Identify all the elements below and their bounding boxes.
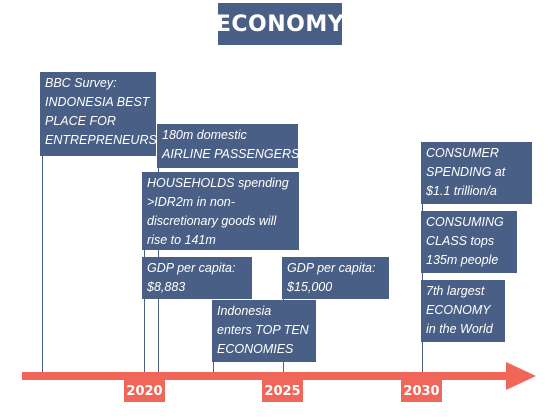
event-consumer-spending: CONSUMER SPENDING at $1.1 trillion/a [421,142,532,204]
event-airline-passengers: 180m domestic AIRLINE PASSENGERS [157,124,300,168]
event-bbc-survey: BBC Survey: INDONESIA BEST PLACE FOR ENT… [40,72,157,156]
year-label-2020: 2020 [124,380,165,402]
event-line: $15,000 [287,280,333,294]
event-line: BBC Survey: [45,76,117,90]
event-line: discretionary goods will [147,214,277,228]
event-line: PLACE FOR [45,114,116,128]
page-title: ECONOMY [216,3,344,45]
event-line: CLASS tops [426,234,495,248]
event-line: GDP per capita: [147,261,236,275]
event-line: 180m domestic [162,128,247,142]
event-line: in the World [426,322,493,336]
timeline-axis [22,372,510,380]
event-line: SPENDING at [426,165,506,179]
event-gdp-2020: GDP per capita: $8,883 [142,257,252,299]
event-top-ten: Indonesia enters TOP TEN ECONOMIES [212,300,316,362]
year-label-2030: 2030 [401,380,442,402]
event-line: ECONOMIES [217,342,294,356]
event-line: CONSUMER [426,146,499,160]
event-line: INDONESIA BEST [45,95,150,109]
event-line: 135m people [426,253,499,267]
event-line: ENTREPRENEURS [45,133,157,147]
event-line: HOUSEHOLDS spending [147,176,289,190]
event-line: rise to 141m [147,233,216,247]
event-gdp-2025: GDP per capita: $15,000 [282,257,389,299]
event-line: AIRLINE PASSENGERS [162,147,300,161]
event-line: >IDR2m in non- [147,195,235,209]
event-households-spending: HOUSEHOLDS spending >IDR2m in non- discr… [142,172,299,250]
event-line: 7th largest [426,284,485,298]
event-line: $1.1 trillion/a [426,184,497,198]
event-consuming-class: CONSUMING CLASS tops 135m people [421,211,517,273]
event-line: GDP per capita: [287,261,376,275]
event-line: enters TOP TEN [217,323,309,337]
timeline-arrow-icon [506,362,536,390]
event-seventh-largest: 7th largest ECONOMY in the World [421,280,505,342]
event-line: $8,883 [147,280,186,294]
year-label-2025: 2025 [262,380,303,402]
connector-bbc-survey [42,72,43,374]
event-line: ECONOMY [426,303,491,317]
event-line: CONSUMING [426,215,504,229]
event-line: Indonesia [217,304,272,318]
